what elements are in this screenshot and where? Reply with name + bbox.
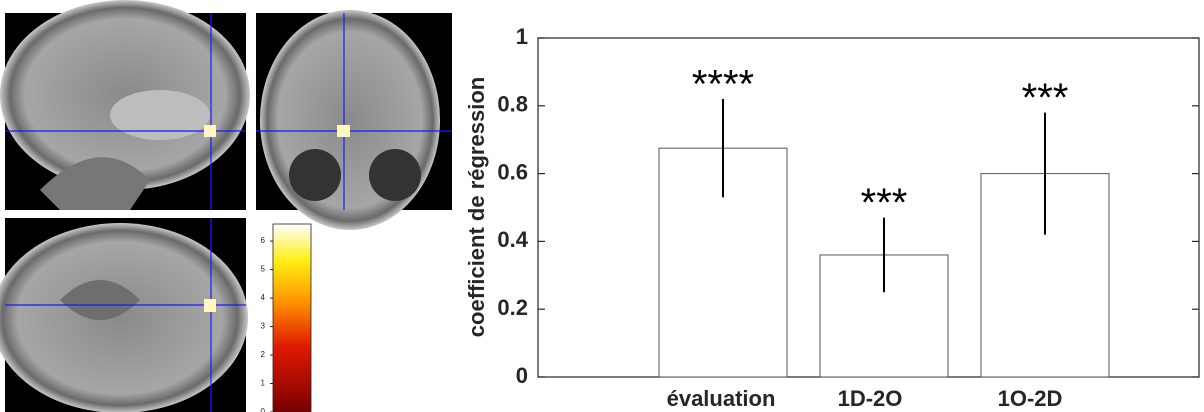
y-tick-label: 0.2 [497, 295, 528, 320]
x-tick-label: évaluation [667, 386, 776, 411]
colorbar-tick-label: 3 [261, 322, 266, 331]
significance-label: **** [692, 63, 754, 107]
significance-label: *** [861, 181, 908, 225]
colorbar [272, 223, 312, 412]
colorbar-tick-label: 5 [261, 265, 266, 274]
colorbar-tick-label: 6 [261, 236, 266, 245]
y-tick-label: 1 [516, 24, 528, 49]
y-axis-label: coefficient de régression [464, 77, 489, 337]
sagittal-view [0, 0, 250, 210]
colorbar-ticks: 0 1 2 3 4 5 6 [261, 236, 273, 412]
colorbar-tick-label: 4 [261, 293, 266, 302]
x-tick-label: 1D-2O [838, 386, 903, 411]
significance-label: *** [1022, 76, 1069, 120]
colorbar-tick-label: 1 [261, 379, 266, 388]
y-tick-label: 0.8 [497, 92, 528, 117]
y-tick-label: 0.4 [497, 227, 528, 252]
bar-chart: coefficient de régression 0 0.2 0.4 0.6 0.8 1… [464, 24, 1200, 411]
coronal-view [256, 10, 452, 230]
axial-view [0, 218, 248, 412]
colorbar-tick-label: 0 [261, 407, 266, 412]
y-tick-label: 0.6 [497, 159, 528, 184]
colorbar-tick-label: 2 [261, 350, 266, 359]
x-tick-label: 1O-2D [998, 386, 1063, 411]
y-tick-label: 0 [516, 363, 528, 388]
